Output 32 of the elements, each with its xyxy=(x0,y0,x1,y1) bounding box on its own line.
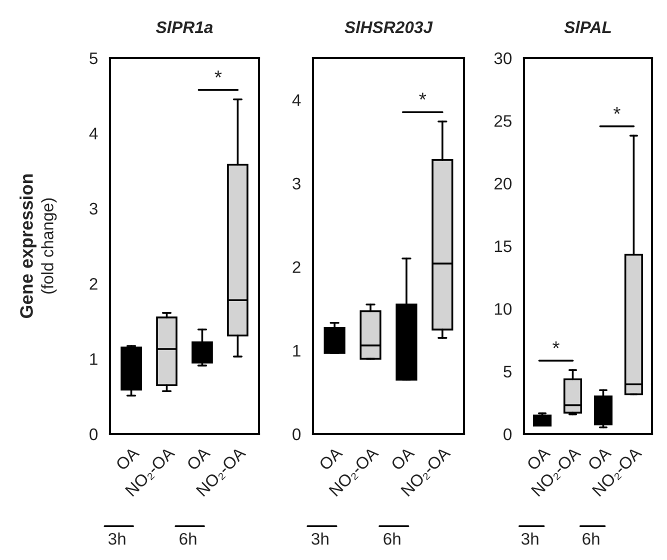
y-tick-label: 2 xyxy=(90,278,98,290)
y-axis-title: Gene expression (fold change) xyxy=(20,174,57,318)
y-tick-label: 3 xyxy=(292,178,300,190)
annotation: * xyxy=(214,70,222,78)
y-tick-label: 30 xyxy=(494,52,512,64)
y-tick-label: 3 xyxy=(90,202,98,215)
y-tick-label: 4 xyxy=(89,128,98,140)
y-tick-label: 5 xyxy=(90,52,98,64)
text: 3h xyxy=(312,532,328,545)
y-tick-label: 1 xyxy=(293,345,300,356)
chart-title: SlHSR203J xyxy=(344,20,433,34)
annotation: * xyxy=(613,107,620,114)
y-tick-label: 25 xyxy=(494,115,512,127)
text: 6h xyxy=(180,532,196,545)
annotation: * xyxy=(552,341,560,348)
y-tick-label: 10 xyxy=(494,303,512,315)
y-tick-label: 0 xyxy=(504,428,512,440)
y-tick-label: 4 xyxy=(292,94,301,106)
text: 6h xyxy=(384,532,400,545)
y-tick-label: 15 xyxy=(494,240,512,252)
text: 3h xyxy=(521,532,538,545)
y-tick-label: 0 xyxy=(292,428,301,440)
chart-title: SlPAL xyxy=(564,20,611,34)
text: 3h xyxy=(108,532,126,545)
y-tick-label: 5 xyxy=(504,366,512,378)
y-tick-label: 20 xyxy=(494,178,512,190)
y-tick-label: 1 xyxy=(90,353,98,365)
y-tick-label: 2 xyxy=(292,261,300,273)
annotation: * xyxy=(419,92,426,100)
text: 6h xyxy=(582,532,600,545)
y-tick-label: 0 xyxy=(90,428,98,440)
chart-title: SlPR1a xyxy=(156,20,213,34)
